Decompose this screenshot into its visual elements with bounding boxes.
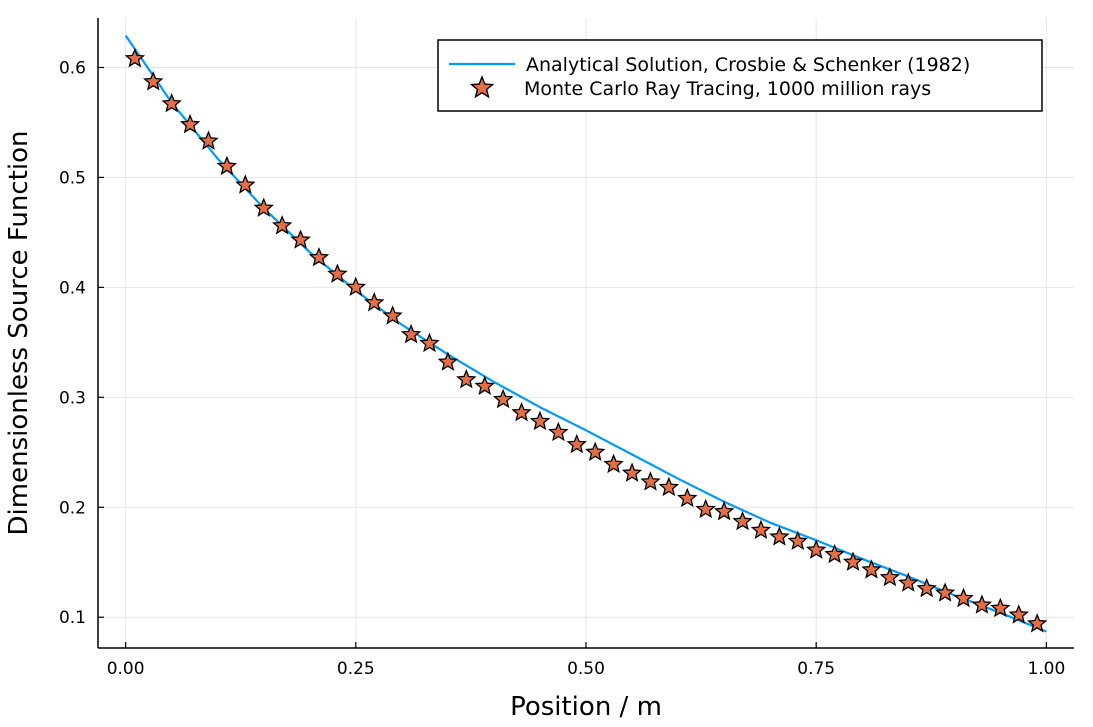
y-tick-label: 0.1 (59, 608, 86, 628)
monte-carlo-star-marker (492, 388, 514, 409)
monte-carlo-star-marker (916, 577, 937, 598)
monte-carlo-star-marker (198, 130, 219, 150)
monte-carlo-star-marker (842, 551, 864, 571)
monte-carlo-star-marker (787, 530, 808, 551)
monte-carlo-star-marker (382, 305, 403, 325)
monte-carlo-star-marker (824, 543, 845, 564)
legend-label-monte-carlo: Monte Carlo Ray Tracing, 1000 million ra… (524, 78, 931, 100)
monte-carlo-star-marker (677, 487, 698, 508)
monte-carlo-star-marker (879, 566, 901, 587)
legend-star-swatch (469, 75, 495, 99)
y-tick-label: 0.2 (59, 498, 86, 518)
monte-carlo-star-marker (290, 229, 311, 249)
monte-carlo-star-marker (235, 174, 256, 194)
monte-carlo-star-marker (1026, 613, 1048, 633)
monte-carlo-star-marker (713, 500, 735, 521)
monte-carlo-star-marker (216, 155, 238, 176)
y-tick-label: 0.3 (59, 388, 86, 408)
y-tick-label: 0.5 (59, 168, 86, 188)
y-axis-title: Dimensionless Source Function (4, 131, 34, 536)
monte-carlo-star-marker (345, 276, 367, 297)
monte-carlo-star-marker (253, 197, 274, 217)
monte-carlo-star-marker (695, 498, 716, 519)
monte-carlo-star-marker (400, 323, 422, 344)
legend: Analytical Solution, Crosbie & Schenker … (437, 39, 1043, 112)
x-tick-label: 0.75 (797, 659, 835, 679)
monte-carlo-star-marker (769, 526, 790, 546)
y-tick-label: 0.6 (59, 58, 86, 78)
monte-carlo-star-marker (861, 559, 882, 579)
monte-carlo-star-marker (124, 47, 146, 68)
monte-carlo-star-marker (603, 453, 624, 474)
x-tick-label: 0.25 (337, 659, 375, 679)
monte-carlo-star-marker (437, 351, 459, 371)
monte-carlo-star-marker (658, 476, 680, 497)
x-tick-label: 0.50 (567, 659, 605, 679)
monte-carlo-star-marker (566, 433, 587, 454)
x-tick-label: 1.00 (1027, 659, 1065, 679)
monte-carlo-star-marker (179, 113, 201, 134)
monte-carlo-star-marker (529, 410, 551, 431)
x-axis-title: Position / m (510, 692, 662, 722)
monte-carlo-star-marker (971, 594, 993, 614)
x-tick-label: 0.00 (107, 659, 145, 679)
monte-carlo-star-marker (308, 246, 330, 267)
monte-carlo-star-marker (419, 332, 440, 353)
monte-carlo-star-marker (271, 215, 293, 235)
plot-area (124, 34, 1048, 633)
grid-lines (98, 18, 1074, 648)
monte-carlo-star-marker (456, 369, 477, 389)
axis-ticks: 0.00 0.25 0.50 0.75 1.00 0.1 0.2 0.3 0.4 0.5 0.6 (59, 58, 1065, 679)
monte-carlo-star-marker (953, 587, 974, 608)
monte-carlo-star-marker (732, 510, 753, 531)
monte-carlo-star-marker (750, 519, 772, 540)
monte-carlo-star-marker (585, 441, 606, 461)
legend-label-analytical: Analytical Solution, Crosbie & Schenker … (526, 54, 970, 76)
monte-carlo-star-marker (161, 93, 182, 113)
monte-carlo-star-marker (805, 539, 827, 559)
legend-box (437, 39, 1043, 112)
monte-carlo-star-marker (143, 71, 164, 91)
monte-carlo-star-marker (621, 462, 643, 482)
monte-carlo-star-marker (548, 421, 569, 442)
monte-carlo-star-marker (898, 572, 919, 592)
y-tick-label: 0.4 (59, 278, 86, 298)
monte-carlo-star-marker (511, 401, 532, 422)
monte-carlo-star-marker (1008, 604, 1029, 624)
monte-carlo-star-marker (640, 471, 661, 491)
monte-carlo-star-marker (990, 597, 1011, 618)
monte-carlo-star-marker (474, 375, 495, 396)
monte-carlo-star-marker (327, 263, 348, 283)
monte-carlo-star-marker (364, 292, 385, 312)
monte-carlo-star-marker (934, 582, 956, 602)
